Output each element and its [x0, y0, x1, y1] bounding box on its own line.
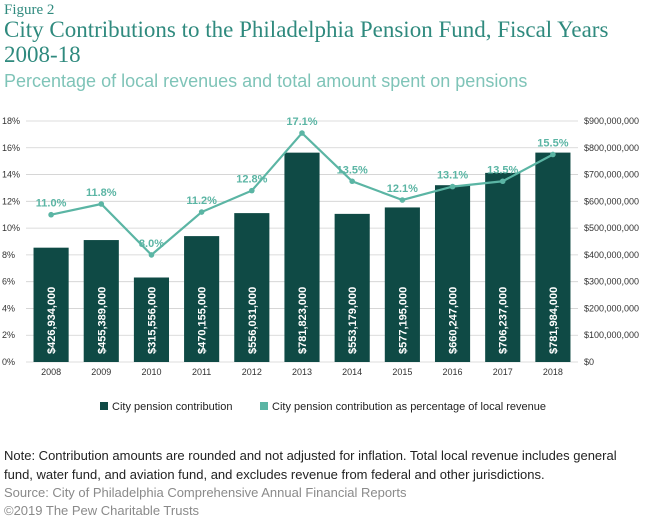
x-axis-tick-label: 2017 — [493, 367, 513, 377]
x-axis-tick-label: 2008 — [41, 367, 61, 377]
right-axis-tick-label: $500,000,000 — [584, 223, 639, 233]
bar-value-label: $706,237,000 — [498, 287, 510, 354]
x-axis-tick-label: 2016 — [443, 367, 463, 377]
x-axis-tick-label: 2010 — [141, 367, 161, 377]
right-axis-tick-label: $900,000,000 — [584, 116, 639, 126]
left-axis-tick-label: 16% — [2, 143, 20, 153]
footnote: Note: Contribution amounts are rounded a… — [4, 448, 617, 482]
bar — [184, 236, 220, 362]
bar-value-label: $315,556,000 — [146, 287, 158, 354]
bar — [234, 213, 270, 362]
line-point — [148, 252, 155, 258]
x-axis-tick-label: 2009 — [91, 367, 111, 377]
left-axis-tick-label: 2% — [2, 330, 15, 340]
line-value-label: 11.2% — [186, 195, 217, 207]
bar-value-label: $470,155,000 — [197, 287, 209, 354]
line-value-label: 17.1% — [286, 116, 317, 128]
figure-label: Figure 2 — [4, 2, 55, 18]
bar — [384, 207, 420, 362]
x-axis-tick-label: 2018 — [543, 367, 563, 377]
left-axis-tick-label: 0% — [2, 357, 15, 367]
left-axis-tick-label: 8% — [2, 250, 15, 260]
copyright: ©2019 The Pew Charitable Trusts — [4, 503, 200, 518]
line-point — [299, 130, 305, 136]
right-axis-tick-label: $100,000,000 — [584, 330, 639, 340]
line-point — [98, 201, 105, 207]
line-point — [499, 178, 506, 185]
line-point — [48, 211, 54, 218]
bar-value-label: $781,984,000 — [548, 287, 560, 354]
x-axis-tick-label: 2012 — [242, 367, 262, 377]
line-point — [198, 209, 205, 215]
bar — [485, 172, 521, 362]
left-axis-tick-label: 12% — [2, 196, 20, 206]
bar-value-label: $556,031,000 — [247, 287, 259, 354]
right-axis-tick-label: $800,000,000 — [584, 143, 639, 153]
left-axis-tick-label: 18% — [2, 116, 20, 126]
line-value-label: 13.5% — [337, 164, 368, 176]
legend-swatch-line — [260, 402, 268, 410]
bar — [83, 240, 119, 362]
x-axis-tick-label: 2014 — [342, 367, 362, 377]
bar-value-label: $660,247,000 — [448, 287, 460, 354]
bar-value-label: $781,823,000 — [297, 287, 309, 354]
line-value-label: 11.0% — [36, 198, 67, 210]
bar — [434, 185, 471, 362]
right-axis-tick-label: $200,000,000 — [584, 303, 639, 313]
bar-value-label: $455,389,000 — [96, 287, 108, 354]
line-point — [349, 178, 355, 185]
chart-subtitle: Percentage of local revenues and total a… — [4, 71, 528, 91]
right-axis-tick-label: $300,000,000 — [584, 277, 639, 287]
legend-swatch-bars — [100, 402, 108, 410]
line-value-label: 13.5% — [487, 164, 518, 176]
bar — [33, 247, 69, 362]
line-point — [249, 187, 255, 194]
line-point — [449, 183, 456, 190]
left-axis-tick-label: 4% — [2, 303, 15, 313]
line-point — [550, 151, 556, 158]
bar-value-label: $577,195,000 — [397, 287, 409, 354]
line-value-label: 11.8% — [86, 187, 117, 199]
line-value-label: 15.5% — [537, 137, 568, 149]
legend-label-bars: City pension contribution — [112, 401, 232, 413]
left-axis-tick-label: 6% — [2, 277, 15, 287]
combo-chart: 0% 2% 4% 6% 8% 10% 12% 14% 16% 18% $0 $100,000,000 $… — [2, 116, 639, 413]
bar — [284, 152, 320, 362]
bar-value-label: $426,934,000 — [46, 287, 58, 354]
x-axis-tick-label: 2011 — [192, 367, 211, 377]
right-axis-tick-label: $400,000,000 — [584, 250, 639, 260]
bar — [334, 213, 370, 362]
line-value-label: 13.1% — [437, 170, 468, 182]
line-value-label: 12.8% — [236, 174, 267, 186]
x-axis-tick-label: 2015 — [392, 367, 412, 377]
line-value-label: 8.0% — [139, 238, 164, 250]
bar — [133, 277, 170, 362]
bar-value-label: $553,179,000 — [347, 287, 359, 354]
line-value-label: 12.1% — [387, 183, 418, 195]
left-axis-tick-label: 14% — [2, 170, 20, 180]
x-axis-tick-label: 2013 — [292, 367, 312, 377]
right-axis-tick-label: $0 — [584, 357, 594, 367]
line-point — [399, 197, 406, 203]
source-line: Source: City of Philadelphia Comprehensi… — [4, 485, 407, 500]
left-axis-tick-label: 10% — [2, 223, 20, 233]
right-axis-tick-label: $600,000,000 — [584, 196, 639, 206]
right-axis-tick-label: $700,000,000 — [584, 170, 639, 180]
chart-title: City Contributions to the Philadelphia P… — [4, 17, 609, 67]
bar — [535, 152, 571, 362]
legend-label-line: City pension contribution as percentage … — [272, 401, 546, 413]
